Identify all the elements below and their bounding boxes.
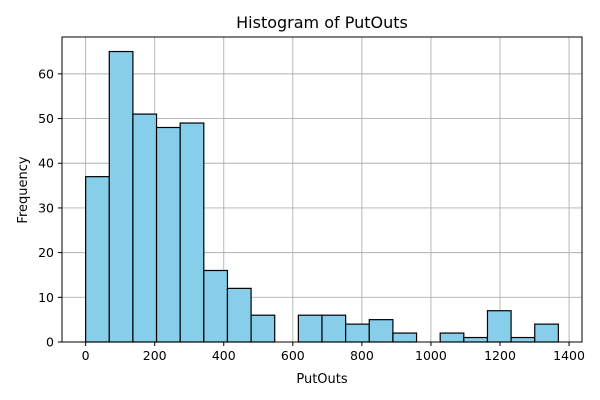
y-tick-label: 0 [46, 335, 54, 350]
histogram-bar [392, 332, 418, 343]
histogram-bar [297, 314, 323, 343]
bars [85, 50, 559, 343]
x-tick-label: 1200 [484, 348, 516, 363]
histogram-bar [226, 287, 252, 343]
y-tick-label: 20 [38, 245, 54, 260]
histogram-bar [510, 336, 536, 343]
histogram-bar [132, 113, 158, 343]
plot-frame [61, 36, 583, 343]
histogram-bar [250, 314, 276, 343]
histogram-bar [486, 310, 512, 343]
histogram-bar [534, 323, 559, 343]
x-tick-label: 800 [350, 348, 374, 363]
y-axis-ticks: 0 10 20 30 40 50 60 [38, 66, 62, 350]
x-tick-label: 600 [281, 348, 305, 363]
x-axis-label: PutOuts [296, 372, 348, 387]
histogram-bar [321, 314, 347, 343]
histogram-bar [203, 269, 229, 343]
histogram-bar [345, 323, 370, 343]
histogram-bar [179, 122, 205, 343]
y-axis-label: Frequency [16, 156, 31, 223]
x-tick-label: 1400 [553, 348, 585, 363]
x-tick-label: 200 [143, 348, 167, 363]
y-tick-label: 10 [38, 290, 54, 305]
x-tick-label: 1000 [415, 348, 447, 363]
histogram-bar [439, 332, 465, 343]
y-tick-label: 30 [38, 200, 54, 215]
y-tick-label: 60 [38, 66, 54, 81]
x-tick-label: 0 [82, 348, 90, 363]
x-axis-ticks: 0 200 400 600 800 1000 1200 1400 [82, 342, 585, 363]
chart-title: Histogram of PutOuts [236, 13, 408, 32]
histogram-bar [463, 336, 489, 343]
histogram-bar [155, 126, 181, 343]
y-tick-label: 50 [38, 111, 54, 126]
histogram-bar [85, 176, 110, 343]
x-tick-label: 400 [212, 348, 236, 363]
histogram-bar [108, 50, 134, 343]
y-tick-label: 40 [38, 156, 54, 171]
histogram-bar [368, 319, 394, 343]
